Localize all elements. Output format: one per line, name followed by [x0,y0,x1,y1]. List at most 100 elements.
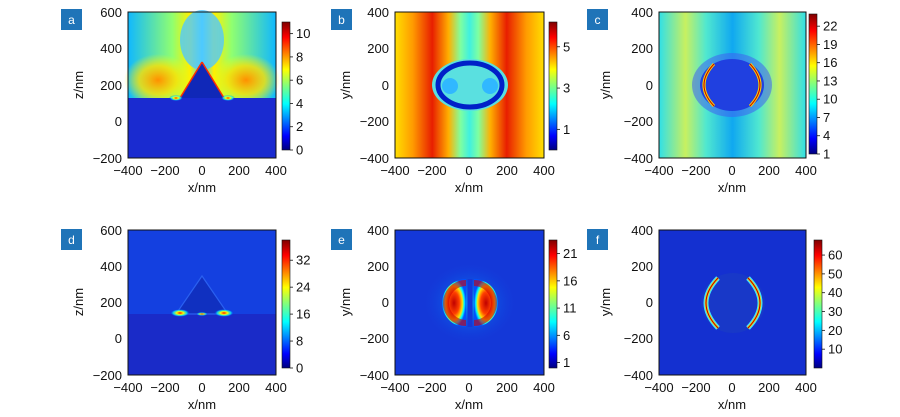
panel-a-xlabel: x/nm [188,180,216,195]
panel-a-badge [61,9,82,30]
panel-c-axes: 400 200 0 −200 −400 −400 −200 0 200 400 … [598,5,817,195]
panel-c-ytick: 400 [631,5,653,20]
panel-c-heatmap [659,12,806,158]
panel-d-colorbar: 32 24 16 8 0 [281,239,310,376]
colorbar-tick-label: 8 [296,49,303,64]
panel-e-colorbar: 21 16 11 6 1 [548,239,577,370]
panel-a-xtick: −200 [150,163,179,178]
panel-d-xtick: 200 [228,380,250,395]
colorbar-tick-label: 7 [823,110,830,125]
colorbar-tick-label: 16 [823,55,837,70]
colorbar-tick-label: 11 [563,301,577,316]
colorbar-tick-label: 6 [563,328,570,343]
colorbar-tick-label: 13 [823,73,837,88]
panel-f-axes: 400 200 0 −200 −400 −400 −200 0 200 400 … [598,223,817,412]
panel-d-ytick: 400 [100,259,122,274]
panel-f-ytick: 0 [646,295,653,310]
colorbar-tick-label: 1 [823,147,830,162]
panel-e-ytick: 0 [382,295,389,310]
panel-d-ytick: 0 [115,331,122,346]
panel-c-label: c [595,13,601,27]
panel-d-ytick: −200 [93,368,122,383]
panel-a-label: a [68,13,75,27]
panel-d-ytick: 600 [100,223,122,238]
panel-d: d 600 400 200 0 −200 −400 −200 0 200 400… [61,223,310,412]
colorbar-tick-label: 1 [563,355,570,370]
colorbar-tick-label: 40 [828,285,842,300]
panel-d-ytick: 200 [100,295,122,310]
panel-f-colorbar: 60 50 40 30 20 10 [813,239,842,369]
panel-b-xlabel: x/nm [455,180,483,195]
colorbar-tick-label: 10 [296,26,310,41]
panel-e-label: e [338,233,345,247]
colorbar-tick-label: 4 [823,128,830,143]
colorbar-tick-label: 60 [828,248,842,263]
panel-c-xtick: −400 [644,163,673,178]
panel-e-ylabel: y/nm [338,288,353,316]
colorbar-tick-label: 19 [823,37,837,52]
panel-e-xtick: 200 [496,380,518,395]
panel-b-xtick: 200 [496,163,518,178]
panel-c-badge [587,9,608,30]
panel-f: f 400 200 0 −200 −400 −400 −200 0 200 40… [587,223,842,412]
panel-e-badge [331,229,352,250]
panel-d-badge [61,229,82,250]
panel-c-xtick: 200 [758,163,780,178]
panel-b-xtick: 0 [465,163,472,178]
panel-e-xtick: 0 [465,380,472,395]
colorbar-tick-label: 1 [563,122,570,137]
colorbar-tick-label: 2 [296,119,303,134]
panel-d-heatmap [128,230,276,375]
panel-f-ylabel: y/nm [598,288,613,316]
panel-c-colorbar: 22 19 16 13 10 7 4 1 [808,13,837,162]
panel-b-ytick: −200 [360,114,389,129]
colorbar-tick-label: 22 [823,19,837,34]
panel-c-ylabel: y/nm [598,71,613,99]
panel-b-axes: 400 200 0 −200 −400 −400 −200 0 200 400 … [338,5,555,195]
panel-f-xtick: 0 [728,380,735,395]
panel-a: a 600 400 200 0 −200 −400 −200 0 200 400… [61,5,310,195]
panel-e-ytick: 400 [367,223,389,238]
panel-e-ytick: 200 [367,259,389,274]
panel-f-xtick: −400 [644,380,673,395]
panel-a-ytick: 0 [115,114,122,129]
panel-d-xtick: −200 [150,380,179,395]
panel-c: c 400 200 0 −200 −400 −400 −200 0 200 40… [587,5,837,195]
colorbar-tick-label: 20 [828,323,842,338]
panel-e: e 400 200 0 −200 −400 −400 −200 0 200 40… [331,223,577,412]
colorbar-tick-label: 8 [296,334,303,349]
panel-e-xtick: −200 [417,380,446,395]
panel-b-heatmap [395,12,544,158]
panel-f-ytick: 200 [631,259,653,274]
panel-c-ytick: 0 [646,78,653,93]
colorbar-tick-label: 16 [563,273,577,288]
panel-a-xtick: 0 [198,163,205,178]
panel-b-badge [331,9,352,30]
panel-a-colorbar: 10 8 6 4 2 0 [281,21,310,158]
colorbar-tick-label: 10 [823,92,837,107]
colorbar-tick-label: 10 [828,342,842,357]
panel-b-ytick: 0 [382,78,389,93]
panel-e-xtick: −400 [380,380,409,395]
panel-f-label: f [596,233,600,247]
panel-c-ytick: −200 [624,114,653,129]
colorbar-tick-label: 4 [296,96,303,111]
panel-c-xtick: 0 [728,163,735,178]
panel-e-axes: 400 200 0 −200 −400 −400 −200 0 200 400 … [338,223,555,412]
panel-b-xtick: 400 [533,163,555,178]
panel-c-xtick: 400 [795,163,817,178]
panel-c-xtick: −200 [681,163,710,178]
panel-f-ytick: 400 [631,223,653,238]
colorbar-tick-label: 32 [296,253,310,268]
panel-b-ylabel: y/nm [338,71,353,99]
colorbar-tick-label: 5 [563,39,570,54]
panel-d-xlabel: x/nm [188,397,216,412]
panel-b-label: b [338,13,345,27]
panel-d-axes: 600 400 200 0 −200 −400 −200 0 200 400 x… [71,223,287,412]
panel-d-xtick: −400 [113,380,142,395]
panel-a-ytick: −200 [93,151,122,166]
panel-a-xtick: 400 [265,163,287,178]
colorbar-tick-label: 16 [296,307,310,322]
colorbar-tick-label: 3 [563,81,570,96]
panel-f-xlabel: x/nm [718,397,746,412]
